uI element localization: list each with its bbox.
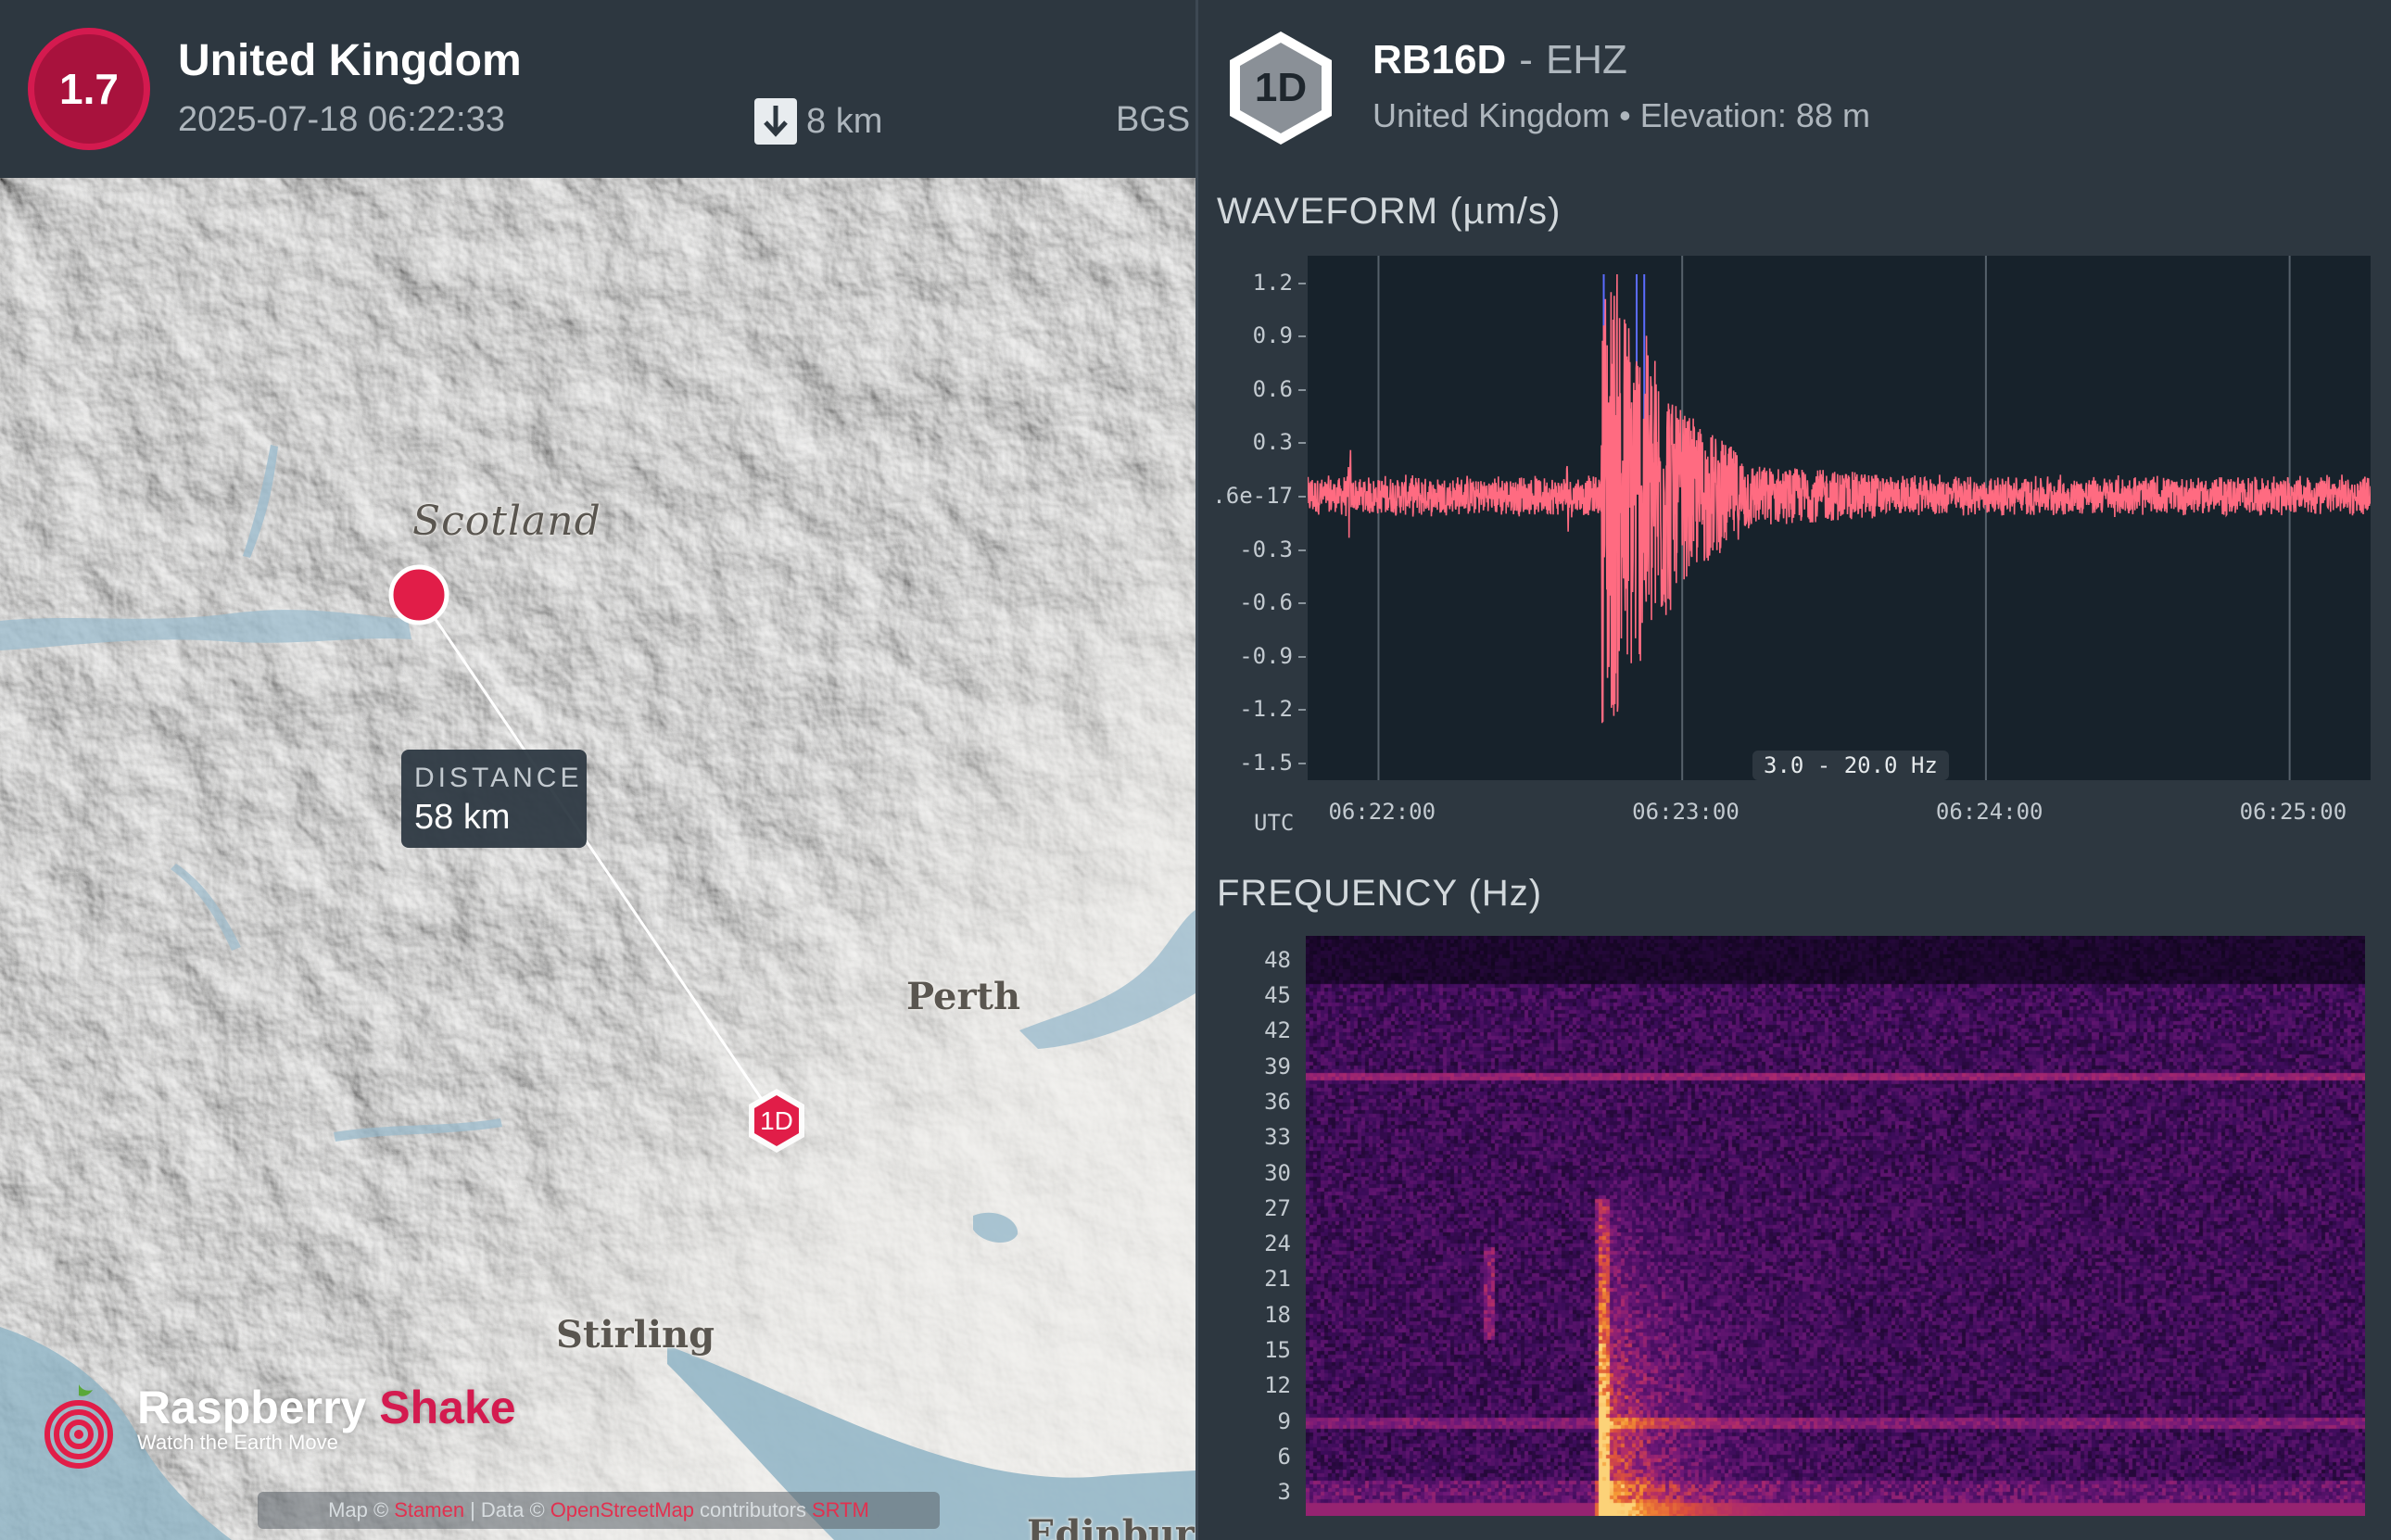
logo-name-shake: Shake [379,1382,516,1433]
distance-line [417,594,778,1122]
attribution-link-srtm[interactable]: SRTM [811,1498,869,1521]
attribution-middle: | Data © [470,1498,545,1521]
station-country: United Kingdom [1373,96,1611,134]
map-view[interactable]: Scotland Perth Stirling Edinburgh 1D DIS… [0,178,1196,1540]
waveform-y-tick-mark [1298,335,1306,338]
event-header: 1.7 United Kingdom 2025-07-18 06:22:33 8… [0,0,1196,178]
station-elevation: Elevation: 88 m [1639,96,1870,134]
spectrogram-y-tick: 27 [1264,1194,1291,1221]
depth-value: 8 km [806,101,883,141]
station-badge-label: 1D [1254,65,1308,110]
event-region: United Kingdom [178,36,522,85]
waveform-x-tick: 06:25:00 [2239,799,2347,825]
spectrogram-y-tick: 33 [1264,1124,1291,1151]
waveform-y-tick: -1.2 [1239,696,1293,723]
event-datetime: 2025-07-18 06:22:33 [178,100,505,139]
logo-text: Raspberry Shake Watch the Earth Move [137,1381,516,1455]
attribution-link-stamen[interactable]: Stamen [394,1498,465,1521]
logo-name: Raspberry Shake [137,1381,516,1434]
waveform-title: WAVEFORM (µm/s) [1217,191,1562,232]
station-channel: EHZ [1545,37,1627,82]
station-location: United Kingdom • Elevation: 88 m [1373,96,1870,135]
panel-divider [1196,0,1198,1540]
map-terrain [0,178,1196,1540]
attribution-prefix: Map © [328,1498,389,1521]
spectrogram-y-tick: 24 [1264,1231,1291,1257]
waveform-y-tick-mark [1298,762,1306,764]
magnitude-badge: 1.7 [28,28,150,150]
waveform-y-tick: 1.2 [1252,269,1293,296]
arrow-down-icon [754,98,797,145]
waveform-y-tick-mark [1298,549,1306,551]
agency-label: BGS [1116,100,1191,139]
spectrogram-y-tick: 6 [1277,1444,1291,1471]
frequency-title: FREQUENCY (Hz) [1217,873,1543,914]
waveform-y-tick: 0.3 [1252,429,1293,456]
waveform-svg [1308,256,2371,780]
spectrogram-y-tick: 48 [1264,946,1291,973]
spectrogram-y-tick: 42 [1264,1017,1291,1044]
waveform-x-tick: 06:23:00 [1632,799,1739,825]
station-marker-label[interactable]: 1D [760,1106,793,1135]
waveform-y-tick: .6e-17 [1212,483,1293,510]
spectrogram-y-tick: 18 [1264,1301,1291,1328]
waveform-y-tick-mark [1298,655,1306,658]
spectrogram-chart[interactable] [1306,936,2365,1516]
distance-tooltip: DISTANCE 58 km [401,750,587,848]
epicenter-marker [388,564,449,625]
map-label-scotland: Scotland [412,498,601,545]
attribution-link-osm[interactable]: OpenStreetMap [550,1498,694,1521]
spectrogram-y-tick: 15 [1264,1337,1291,1364]
spectrogram-y-tick: 12 [1264,1372,1291,1399]
waveform-y-tick: -0.3 [1239,536,1293,562]
event-depth: 8 km [754,98,882,145]
station-code: RB16D [1373,37,1507,82]
waveform-trace [1308,273,2371,724]
filter-badge: 3.0 - 20.0 Hz [1752,751,1949,780]
waveform-y-tick-mark [1298,496,1306,499]
station-panel: 1D RB16D - EHZ United Kingdom • Elevation:… [1198,0,2391,1540]
logo-name-raspberry: Raspberry [137,1382,367,1433]
waveform-y-tick-mark [1298,602,1306,605]
station-bullet: • [1619,96,1631,134]
waveform-y-tick-mark [1298,388,1306,391]
station-hexagon-icon [1230,32,1332,145]
station-marker [749,1089,804,1153]
waveform-x-tick: 06:24:00 [1935,799,2043,825]
map-label-stirling: Stirling [556,1313,715,1357]
event-panel: 1.7 United Kingdom 2025-07-18 06:22:33 8… [0,0,1196,1540]
logo-tagline: Watch the Earth Move [137,1431,338,1454]
spectrogram-y-tick: 3 [1277,1479,1291,1506]
waveform-y-tick: 0.9 [1252,322,1293,349]
spectrogram-y-tick: 36 [1264,1088,1291,1115]
waveform-x-tick: 06:22:00 [1328,799,1436,825]
spectrogram-y-tick: 45 [1264,981,1291,1008]
station-separator: - [1519,37,1533,82]
raspberry-shake-logo[interactable]: Raspberry Shake Watch the Earth Move [41,1381,516,1470]
waveform-y-tick: -1.5 [1239,749,1293,776]
waveform-y-tick-mark [1298,709,1306,712]
distance-label: DISTANCE [414,763,583,793]
map-label-edinburgh: Edinburgh [1027,1512,1196,1540]
waveform-chart[interactable] [1308,256,2371,780]
raspberry-shake-icon [44,1384,113,1469]
waveform-y-tick: 0.6 [1252,375,1293,402]
utc-axis-label: UTC [1254,810,1295,836]
map-attribution: Map © Stamen | Data © OpenStreetMap cont… [258,1492,940,1529]
spectrogram-heatmap [1306,936,2365,1516]
spectrogram-y-tick: 30 [1264,1159,1291,1186]
spectrogram-y-tick: 39 [1264,1053,1291,1079]
waveform-y-tick-mark [1298,442,1306,445]
station-title: RB16D - EHZ [1373,37,1627,83]
waveform-y-tick-mark [1298,282,1306,284]
distance-value: 58 km [414,798,511,837]
attribution-suffix: contributors [700,1498,806,1521]
waveform-y-tick: -0.6 [1239,589,1293,616]
spectrogram-y-tick: 9 [1277,1407,1291,1434]
spectrogram-y-tick: 21 [1264,1266,1291,1293]
waveform-y-tick: -0.9 [1239,642,1293,669]
map-label-perth: Perth [906,975,1021,1018]
